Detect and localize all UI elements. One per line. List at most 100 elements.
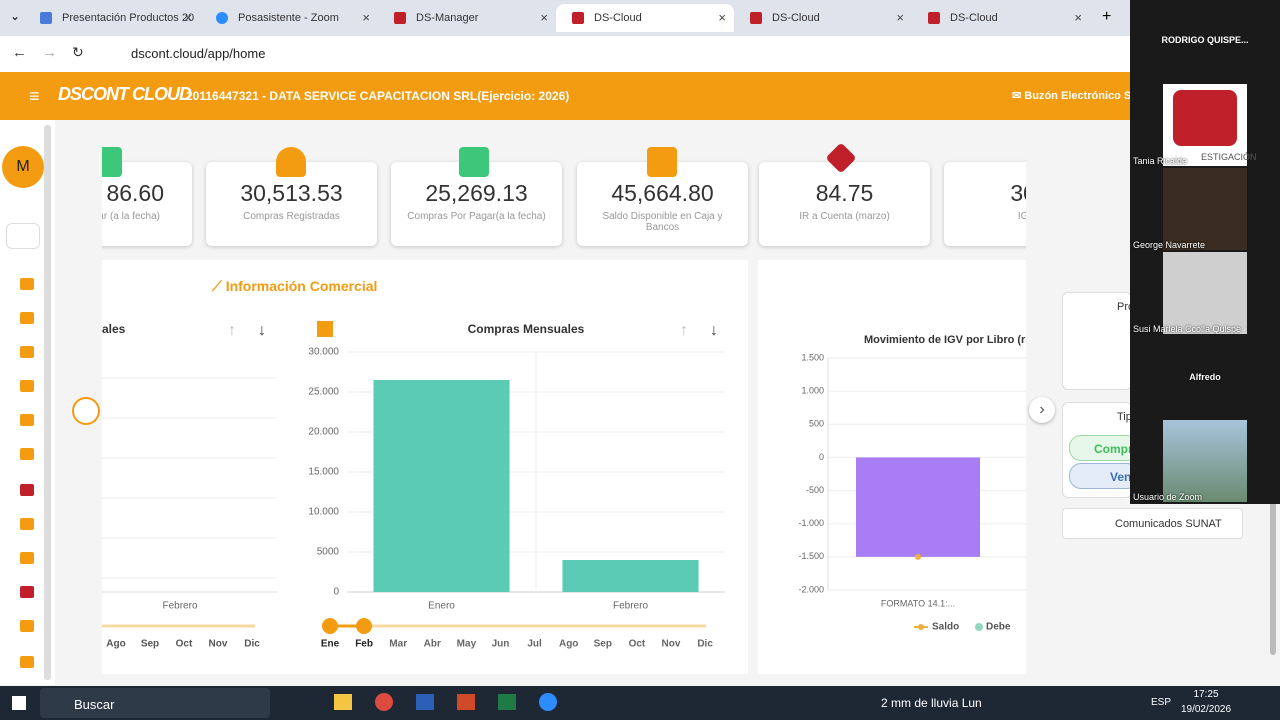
- tab[interactable]: DS-Cloud ×: [912, 4, 1090, 32]
- zoom-panel: RODRIGO QUISPE... ESTIGACIÓN: [1130, 0, 1280, 504]
- tab[interactable]: DS-Cloud ×: [556, 4, 734, 32]
- nav-icon[interactable]: [20, 620, 34, 632]
- card-value: 305: [1010, 180, 1026, 206]
- company: 20116447321 - DATA SERVICE CAPACITACION …: [186, 89, 570, 103]
- tab-menu[interactable]: ⌄: [10, 9, 21, 23]
- card-label: IR a Cuenta (marzo): [799, 211, 890, 222]
- card-icon: [459, 147, 489, 177]
- nav-icon[interactable]: [20, 484, 34, 496]
- card-label: Compras Registradas: [243, 211, 340, 222]
- logo: DSCONT CLOUD: [58, 84, 192, 104]
- video-tile: [1163, 252, 1247, 334]
- buy-pill: Compr: [1069, 435, 1139, 461]
- app-icon[interactable]: [375, 693, 393, 711]
- tab[interactable]: Posasistente - Zoom ×: [200, 4, 378, 32]
- nav-icon[interactable]: [20, 552, 34, 564]
- page-scrollbar[interactable]: [1270, 500, 1276, 655]
- tab[interactable]: Presentación Productos 20 ×: [24, 4, 200, 32]
- right-card-label: Tip: [1117, 411, 1132, 423]
- app-icon[interactable]: [539, 693, 557, 711]
- sell-pill: Venta:: [1069, 463, 1146, 489]
- sunat-button[interactable]: Comunicados SUNAT: [1062, 508, 1243, 539]
- zoom-host: RODRIGO QUISPE...: [1161, 35, 1249, 45]
- scrollbar[interactable]: [44, 125, 51, 680]
- clock-date: 19/02/2026: [1180, 704, 1232, 715]
- nav-icon[interactable]: [20, 312, 34, 324]
- sidebar: M: [0, 120, 55, 685]
- tab-title: DS-Manager: [416, 12, 479, 24]
- mailbox-label: Buzón Electrónico S: [1024, 90, 1132, 102]
- nav-icon[interactable]: [20, 278, 34, 290]
- right-card[interactable]: Tip Compr Venta:: [1062, 402, 1146, 498]
- zoom-logo-text: ESTIGACIÓN: [1201, 152, 1257, 162]
- weather[interactable]: 2 mm de lluvia Lun: [881, 696, 982, 710]
- nav-icon[interactable]: [20, 448, 34, 460]
- app-header: ≡ DSCONT CLOUD 20116447321 - DATA SERVIC…: [0, 72, 1132, 120]
- url[interactable]: dscont.cloud/app/home: [131, 46, 266, 61]
- panel-comercial: [102, 260, 748, 674]
- tab-strip: ⌄ Presentación Productos 20 × Posasistent…: [0, 0, 1130, 36]
- panel-igv: [758, 260, 1026, 674]
- card-value: 25,269.13: [425, 180, 528, 206]
- card-label: IGV (: [1017, 211, 1026, 222]
- nav-icon[interactable]: [20, 586, 34, 598]
- mailbox[interactable]: ✉ Buzón Electrónico S: [1012, 90, 1132, 102]
- card[interactable]: 30,513.53 Compras Registradas: [206, 162, 377, 246]
- card-icon: [276, 147, 306, 177]
- card-value: 86.60: [106, 180, 164, 206]
- section-title-text: Información Comercial: [225, 278, 378, 294]
- tab-title: Presentación Productos 20: [62, 12, 195, 24]
- menu-button[interactable]: ≡: [29, 86, 40, 106]
- right-card-label: Pro: [1117, 301, 1135, 313]
- search-box[interactable]: [6, 223, 40, 249]
- card-label: Cobrar (a la fecha): [102, 211, 160, 222]
- video-tile: [1163, 420, 1247, 502]
- reload[interactable]: ↻: [72, 44, 84, 60]
- participant-name: Alfredo: [1189, 372, 1221, 382]
- card[interactable]: 305 IGV (: [944, 162, 1026, 246]
- app-icon[interactable]: [416, 694, 434, 710]
- participant-name: George Navarrete: [1133, 240, 1206, 250]
- search[interactable]: Buscar: [40, 688, 270, 718]
- nav-icon[interactable]: [20, 518, 34, 530]
- forward[interactable]: →: [42, 44, 57, 61]
- card[interactable]: 86.60 Cobrar (a la fecha): [102, 162, 192, 246]
- app-icon[interactable]: [334, 694, 352, 710]
- card-value: 84.75: [815, 180, 874, 206]
- video-tile: ESTIGACIÓN: [1163, 84, 1257, 166]
- tab-title: DS-Cloud: [772, 12, 820, 24]
- taskbar: Buscar 2 mm de lluvia Lun ESP 17:25 19/0…: [0, 686, 1280, 720]
- right-card[interactable]: Pro: [1062, 292, 1135, 390]
- nav-icon[interactable]: [20, 414, 34, 426]
- card-label: Saldo Disponible en Caja y Bancos: [602, 211, 723, 233]
- participant-name: Susi Mariela Ccolla Quispe: [1133, 324, 1242, 334]
- video-tile: [1163, 168, 1247, 250]
- nav-icon[interactable]: [20, 380, 34, 392]
- participant-name: Tania Ricalde: [1133, 156, 1188, 166]
- address-bar: ← → ↻ dscont.cloud/app/home: [0, 36, 1130, 72]
- card-value: 45,664.80: [611, 180, 714, 206]
- tab[interactable]: DS-Manager ×: [378, 4, 556, 32]
- carousel-prev[interactable]: [72, 397, 100, 425]
- language[interactable]: ESP: [1151, 697, 1172, 708]
- card-icon: [102, 147, 122, 177]
- nav-icon[interactable]: [20, 656, 34, 668]
- card-value: 30,513.53: [240, 180, 343, 206]
- clock-time: 17:25: [1193, 689, 1219, 700]
- card-label: Compras Por Pagar(a la fecha): [407, 211, 546, 222]
- section-title: ⟋ Información Comercial: [212, 278, 378, 294]
- app-icon[interactable]: [498, 694, 516, 710]
- start-button[interactable]: [12, 696, 26, 710]
- participant-name: Usuario de Zoom: [1133, 492, 1203, 502]
- avatar[interactable]: M: [2, 146, 44, 188]
- back[interactable]: ←: [12, 44, 27, 61]
- nav-icon[interactable]: [20, 346, 34, 358]
- app-icon[interactable]: [457, 694, 475, 710]
- tab-title: DS-Cloud: [950, 12, 998, 24]
- card-icon: [647, 147, 677, 177]
- carousel-next[interactable]: ›: [1029, 397, 1055, 423]
- card[interactable]: 84.75 IR a Cuenta (marzo): [759, 162, 930, 246]
- tab[interactable]: DS-Cloud ×: [734, 4, 912, 32]
- new-tab[interactable]: +: [1102, 8, 1112, 25]
